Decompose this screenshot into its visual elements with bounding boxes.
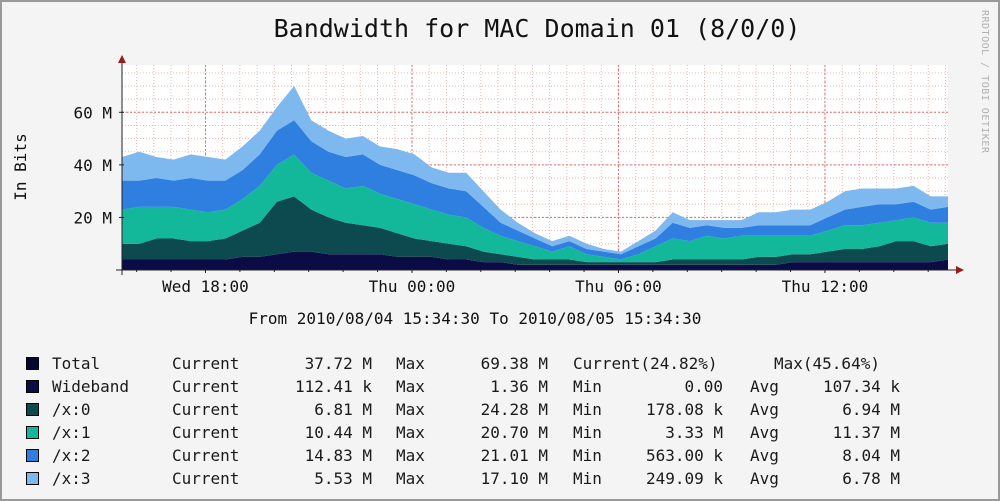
legend-label-current: Current (172, 423, 240, 442)
legend-series-name: Total (52, 354, 101, 373)
area-series-3 (122, 120, 948, 260)
legend-value-avg: 6.94 M (842, 400, 900, 419)
legend-label-avg: Avg (750, 423, 779, 442)
legend-swatch (26, 472, 39, 485)
legend-value-max: 20.70 M (480, 423, 548, 442)
legend-label-max: Max (396, 423, 425, 442)
legend-row: /x:1 Current 10.44 M Max 20.70 M Min 3.33 M Avg… (26, 421, 926, 444)
legend-value-max: 17.10 M (480, 469, 548, 488)
legend-label-avg: Avg (750, 469, 779, 488)
legend-value-avg: 107.34 k (822, 377, 900, 396)
legend-label-max: Max (396, 469, 425, 488)
legend-label-min: Min (573, 400, 602, 419)
x-tick-label: Thu 00:00 (369, 277, 456, 296)
legend-swatch (26, 403, 39, 416)
legend-row: /x:0 Current 6.81 M Max 24.28 M Min 178.08 k Av… (26, 398, 926, 421)
legend-value-current: 6.81 M (314, 400, 372, 419)
y-tick-label: 20 M (73, 208, 112, 227)
x-tick-label: Wed 18:00 (162, 277, 249, 296)
legend-value-max: 24.28 M (480, 400, 548, 419)
legend-label-min: Min (573, 469, 602, 488)
legend-max-percent: Max(45.64%) (774, 354, 880, 373)
legend-value-current: 14.83 M (304, 446, 372, 465)
legend-swatch (26, 449, 39, 462)
legend-label-avg: Avg (750, 446, 779, 465)
legend-value-avg: 6.78 M (842, 469, 900, 488)
legend-value-current: 112.41 k (294, 377, 372, 396)
legend-swatch (26, 426, 39, 439)
legend-label-max: Max (396, 400, 425, 419)
legend-series-name: /x:0 (52, 400, 91, 419)
legend-series-name: /x:3 (52, 469, 91, 488)
legend-row: /x:2 Current 14.83 M Max 21.01 M Min 563.00 k A… (26, 444, 926, 467)
legend-label-current: Current (172, 469, 240, 488)
legend-series-name: /x:1 (52, 423, 91, 442)
legend-label-current: Current (172, 354, 240, 373)
series-areas (122, 86, 948, 270)
legend-label-min: Min (573, 446, 602, 465)
legend-label-max: Max (396, 354, 425, 373)
y-axis-arrow (118, 55, 126, 63)
legend-swatch (26, 380, 39, 393)
tick-labels: Wed 18:00 Thu 00:00 Thu 06:00 Thu 12:00 20 M… (73, 103, 868, 296)
legend-label-current: Current (172, 377, 240, 396)
legend-value-avg: 11.37 M (832, 423, 900, 442)
chart-title: Bandwidth for MAC Domain 01 (8/0/0) (274, 14, 801, 43)
legend-value-min: 249.09 k (645, 469, 723, 488)
legend-value-min: 3.33 M (665, 423, 723, 442)
legend-value-min: 178.08 k (645, 400, 723, 419)
area-series-0 (122, 251, 948, 270)
legend-value-avg: 8.04 M (842, 446, 900, 465)
legend-value-current: 5.53 M (314, 469, 372, 488)
legend-current-percent: Current(24.82%) (573, 354, 718, 373)
legend-label-current: Current (172, 400, 240, 419)
y-axis-label: In Bits (11, 133, 30, 200)
legend-value-max: 69.38 M (480, 354, 548, 373)
legend-label-current: Current (172, 446, 240, 465)
legend-label-max: Max (396, 446, 425, 465)
legend-value-max: 1.36 M (490, 377, 548, 396)
legend-row: Total Current 37.72 M Max 69.38 M Current(24.… (26, 352, 926, 375)
axes (116, 55, 964, 275)
legend: Total Current 37.72 M Max 69.38 M Current(24.… (26, 352, 926, 490)
legend-row: Wideband Current 112.41 k Max 1.36 M Min 0.00 A… (26, 375, 926, 398)
legend-value-current: 37.72 M (304, 354, 372, 373)
y-tick-label: 40 M (73, 156, 112, 175)
area-series-1 (122, 196, 948, 265)
x-axis-arrow (956, 266, 964, 274)
legend-value-current: 10.44 M (304, 423, 372, 442)
legend-label-avg: Avg (750, 400, 779, 419)
legend-row: /x:3 Current 5.53 M Max 17.10 M Min 249.09 k Av… (26, 467, 926, 490)
x-tick-label: Thu 12:00 (782, 277, 869, 296)
legend-label-min: Min (573, 377, 602, 396)
legend-series-name: /x:2 (52, 446, 91, 465)
date-range: From 2010/08/04 15:34:30 To 2010/08/05 1… (249, 309, 702, 328)
legend-label-min: Min (573, 423, 602, 442)
legend-value-min: 0.00 (684, 377, 723, 396)
legend-label-max: Max (396, 377, 425, 396)
legend-value-max: 21.01 M (480, 446, 548, 465)
legend-series-name: Wideband (52, 377, 130, 396)
x-tick-label: Thu 06:00 (575, 277, 662, 296)
rrdtool-watermark: RRDTOOL / TOBI OETIKER (979, 10, 990, 154)
y-tick-label: 60 M (73, 103, 112, 122)
legend-label-avg: Avg (750, 377, 779, 396)
legend-swatch (26, 357, 39, 370)
legend-value-min: 563.00 k (645, 446, 723, 465)
area-series-2 (122, 154, 948, 263)
